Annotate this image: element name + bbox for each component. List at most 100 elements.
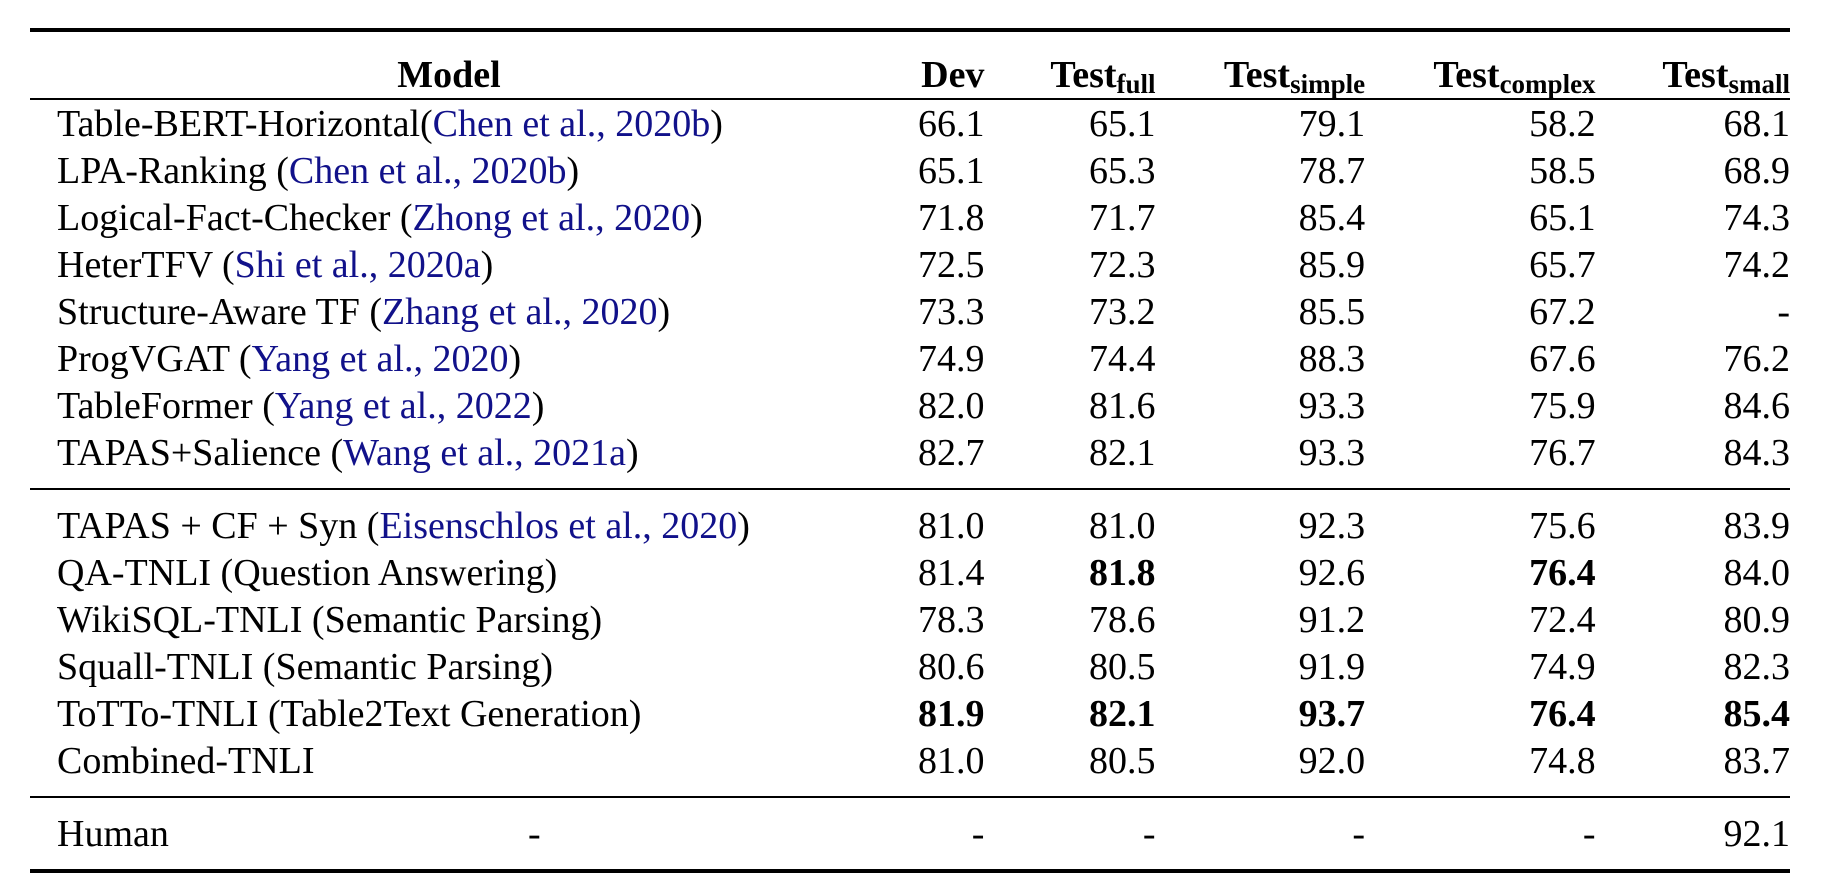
model-name: ToTTo-TNLI (Table2Text Generation) xyxy=(57,692,642,735)
test-full-score: 73.2 xyxy=(1089,290,1156,333)
test-small-score: 74.2 xyxy=(1723,243,1791,286)
model-name: TAPAS + CF + Syn (Eisenschlos et al., 20… xyxy=(57,504,750,547)
header-test-small: Testsmall xyxy=(1662,54,1790,99)
test-small-score: 76.2 xyxy=(1723,337,1791,380)
model-name: WikiSQL-TNLI (Semantic Parsing) xyxy=(57,598,603,641)
citation-link[interactable]: Eisenschlos et al., 2020 xyxy=(379,504,738,547)
test-simple-score: 91.2 xyxy=(1298,598,1366,641)
test-simple-score: 85.5 xyxy=(1298,290,1366,333)
citation-link[interactable]: Chen et al., 2020b xyxy=(288,149,567,192)
dev-score: 71.8 xyxy=(917,196,985,239)
table-row: Combined-TNLI 81.0 80.5 92.0 74.8 83.7 xyxy=(30,737,1790,784)
model-name: LPA-Ranking (Chen et al., 2020b) xyxy=(57,149,580,192)
test-full-score: 65.3 xyxy=(1089,149,1156,192)
dev-score: 78.3 xyxy=(917,598,985,641)
test-complex-score: 75.6 xyxy=(1529,504,1596,547)
dev-score: - xyxy=(971,812,985,855)
test-full-score: 65.1 xyxy=(1089,102,1156,145)
citation-link[interactable]: Yang et al., 2020 xyxy=(251,337,509,380)
test-complex-score: 67.2 xyxy=(1529,290,1596,333)
citation-link[interactable]: Chen et al., 2020b xyxy=(432,102,711,145)
table-row: TableFormer (Yang et al., 2022) 82.0 81.… xyxy=(30,382,1790,429)
dev-score: 81.0 xyxy=(917,504,985,547)
section-divider xyxy=(30,784,1790,797)
dev-score: 74.9 xyxy=(917,337,985,380)
test-simple-score: 92.0 xyxy=(1298,739,1366,782)
model-name: QA-TNLI (Question Answering) xyxy=(57,551,558,594)
citation-link[interactable]: Zhang et al., 2020 xyxy=(382,290,658,333)
test-simple-score: 88.3 xyxy=(1298,337,1366,380)
table-row: WikiSQL-TNLI (Semantic Parsing) 78.3 78.… xyxy=(30,596,1790,643)
test-complex-score: 67.6 xyxy=(1529,337,1596,380)
table-row: Table-BERT-Horizontal(Chen et al., 2020b… xyxy=(30,99,1790,147)
test-complex-score: 65.1 xyxy=(1529,196,1596,239)
test-small-score: 83.7 xyxy=(1723,739,1791,782)
test-small-score: - xyxy=(1777,290,1790,333)
header-row: Model Dev Testfull Testsimple Testcomple… xyxy=(30,30,1790,99)
bottom-rule xyxy=(30,857,1790,871)
test-small-score: 84.0 xyxy=(1723,551,1791,594)
section-divider xyxy=(30,476,1790,489)
test-small-score: 80.9 xyxy=(1723,598,1791,641)
test-full-score: 72.3 xyxy=(1089,243,1156,286)
model-name: Table-BERT-Horizontal(Chen et al., 2020b… xyxy=(57,102,723,145)
test-complex-score: 74.9 xyxy=(1529,645,1596,688)
dev-score: 72.5 xyxy=(917,243,985,286)
table-row: Logical-Fact-Checker (Zhong et al., 2020… xyxy=(30,194,1790,241)
test-simple-score: 78.7 xyxy=(1298,149,1366,192)
model-name: ProgVGAT (Yang et al., 2020) xyxy=(57,337,522,380)
dev-score: 81.0 xyxy=(917,739,985,782)
test-small-score: 92.1 xyxy=(1723,812,1791,855)
test-full-score: 81.6 xyxy=(1089,384,1156,427)
test-small-score: 83.9 xyxy=(1723,504,1791,547)
dev-score: 82.7 xyxy=(917,431,985,474)
test-complex-score: 76.4 xyxy=(1529,692,1596,735)
table-row: HeterTFV (Shi et al., 2020a) 72.5 72.3 8… xyxy=(30,241,1790,288)
test-full-score: 81.0 xyxy=(1089,504,1156,547)
test-small-score: 84.3 xyxy=(1723,431,1791,474)
table-row: ToTTo-TNLI (Table2Text Generation) 81.9 … xyxy=(30,690,1790,737)
test-full-score: 81.8 xyxy=(1089,551,1156,594)
test-simple-score: 91.9 xyxy=(1298,645,1366,688)
test-simple-score: 79.1 xyxy=(1298,102,1366,145)
test-small-score: 84.6 xyxy=(1723,384,1791,427)
header-model: Model xyxy=(397,54,501,96)
test-small-score: 82.3 xyxy=(1723,645,1791,688)
dev-score: 73.3 xyxy=(917,290,985,333)
test-full-score: 74.4 xyxy=(1089,337,1156,380)
dev-score: 66.1 xyxy=(917,102,985,145)
human-dash: - xyxy=(528,812,541,855)
test-simple-score: - xyxy=(1352,812,1366,855)
header-test-full: Testfull xyxy=(1050,54,1156,99)
citation-link[interactable]: Shi et al., 2020a xyxy=(234,243,481,286)
test-full-score: 80.5 xyxy=(1089,739,1156,782)
table-row: Structure-Aware TF (Zhang et al., 2020) … xyxy=(30,288,1790,335)
citation-link[interactable]: Wang et al., 2021a xyxy=(343,431,627,474)
test-full-score: 82.1 xyxy=(1089,431,1156,474)
table-row: LPA-Ranking (Chen et al., 2020b) 65.1 65… xyxy=(30,147,1790,194)
test-full-score: - xyxy=(1142,812,1156,855)
dev-score: 81.9 xyxy=(917,692,985,735)
test-complex-score: 65.7 xyxy=(1529,243,1596,286)
model-name: HeterTFV (Shi et al., 2020a) xyxy=(57,243,494,286)
dev-score: 81.4 xyxy=(917,551,985,594)
header-test-simple: Testsimple xyxy=(1223,54,1366,99)
table-row: TAPAS+Salience (Wang et al., 2021a) 82.7… xyxy=(30,429,1790,476)
citation-link[interactable]: Zhong et al., 2020 xyxy=(412,196,691,239)
test-full-score: 71.7 xyxy=(1089,196,1156,239)
test-small-score: 74.3 xyxy=(1723,196,1791,239)
test-full-score: 78.6 xyxy=(1089,598,1156,641)
model-name: Human - xyxy=(57,812,541,855)
test-simple-score: 92.6 xyxy=(1298,551,1366,594)
test-simple-score: 93.3 xyxy=(1298,384,1366,427)
table-row: TAPAS + CF + Syn (Eisenschlos et al., 20… xyxy=(30,489,1790,549)
results-table-container: Model Dev Testfull Testsimple Testcomple… xyxy=(30,28,1790,873)
test-simple-score: 85.4 xyxy=(1298,196,1366,239)
citation-link[interactable]: Yang et al., 2022 xyxy=(274,384,532,427)
dev-score: 82.0 xyxy=(917,384,985,427)
model-name: Logical-Fact-Checker (Zhong et al., 2020… xyxy=(57,196,703,239)
test-simple-score: 85.9 xyxy=(1298,243,1366,286)
test-complex-score: 72.4 xyxy=(1529,598,1596,641)
table-row: QA-TNLI (Question Answering) 81.4 81.8 9… xyxy=(30,549,1790,596)
dev-score: 80.6 xyxy=(917,645,985,688)
